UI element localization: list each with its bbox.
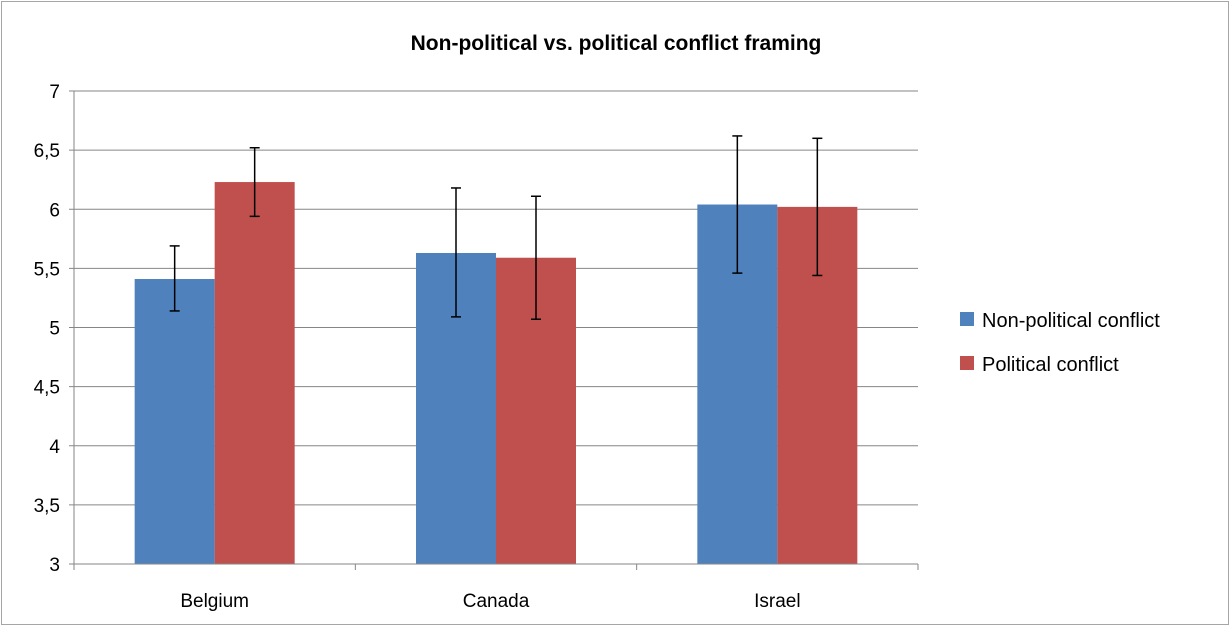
y-axis-tick-labels: 3 3,5 4 4,5 5 5,5 6 6,5 7 <box>34 82 61 576</box>
y-tick-label: 7 <box>49 82 60 103</box>
bars <box>134 182 858 565</box>
y-tick-label: 6 <box>49 200 60 221</box>
x-axis-tick-labels: Belgium Canada Israel <box>180 591 800 612</box>
legend-swatch <box>960 312 974 326</box>
bar <box>134 279 215 564</box>
legend-label: Non-political conflict <box>982 310 1160 332</box>
error-bars <box>169 135 823 320</box>
y-tick-label: 4 <box>49 437 60 458</box>
y-tick-label: 6,5 <box>34 141 60 162</box>
x-tick-label: Belgium <box>180 591 249 612</box>
axes <box>69 90 919 570</box>
legend: Non-political conflict Political conflict <box>960 310 1160 376</box>
y-tick-label: 5,5 <box>34 259 60 280</box>
y-tick-label: 3,5 <box>34 496 60 517</box>
x-tick-label: Canada <box>463 591 530 612</box>
bar <box>214 182 295 565</box>
y-tick-label: 4,5 <box>34 378 60 399</box>
x-tick-label: Israel <box>754 591 800 612</box>
legend-swatch <box>960 356 974 370</box>
legend-label: Political conflict <box>982 354 1119 376</box>
chart-title: Non-political vs. political conflict fra… <box>411 32 822 55</box>
y-tick-label: 3 <box>49 555 60 576</box>
y-tick-label: 5 <box>49 319 60 340</box>
